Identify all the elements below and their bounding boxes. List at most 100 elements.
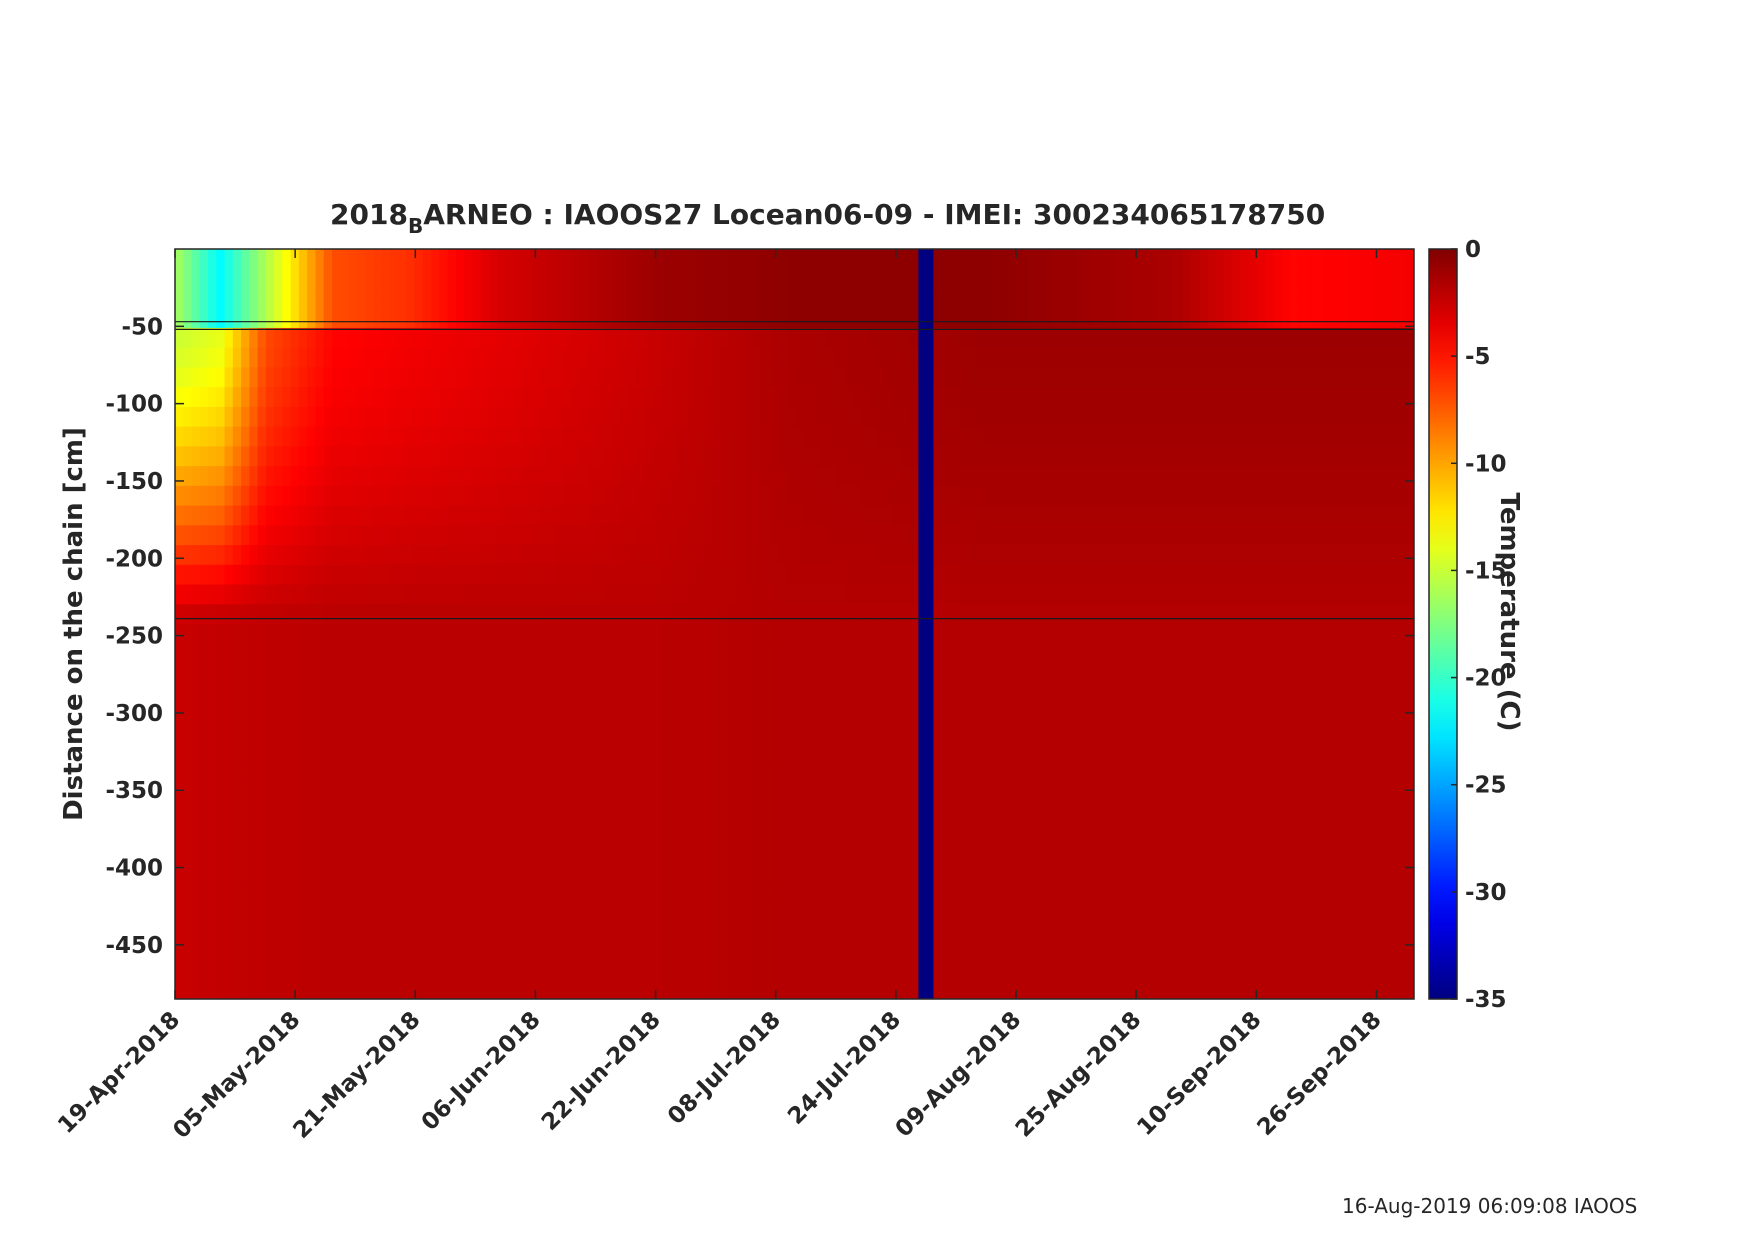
heatmap-cell [703,801,713,822]
heatmap-cell [1199,959,1209,980]
heatmap-cell [588,525,597,546]
heatmap-cell [1025,801,1035,822]
heatmap-cell [1174,801,1184,822]
heatmap-cell [571,762,581,783]
heatmap-cell [1141,742,1151,763]
heatmap-cell [860,545,870,566]
heatmap-cell [819,525,829,546]
heatmap-cell [1124,604,1134,625]
heatmap-cell [183,742,193,763]
heatmap-cell [480,841,490,862]
heatmap-cell [340,920,350,941]
heatmap-cell [216,979,226,999]
heatmap-cell [736,505,746,526]
heatmap-cell [1141,308,1151,329]
heatmap-cell [1009,308,1019,329]
heatmap-cell [1199,406,1209,428]
heatmap-cell [992,920,1002,941]
heatmap-cell [976,920,986,941]
heatmap-cell [439,584,449,605]
heatmap-cell [670,406,680,428]
heatmap-cell [629,920,639,941]
heatmap-cell [1224,367,1233,388]
heatmap-cell [208,288,217,309]
heatmap-cell [183,781,193,803]
heatmap-cell [554,702,564,724]
heatmap-cell [1207,939,1217,961]
heatmap-cell [249,939,259,961]
heatmap-cell [1215,821,1225,842]
heatmap-cell [645,564,655,586]
heatmap-cell [1199,781,1209,803]
heatmap-cell [1100,249,1109,270]
heatmap-cell [282,920,292,941]
heatmap-cell [183,367,193,388]
heatmap-cell [579,564,589,586]
heatmap-cell [753,880,763,901]
heatmap-cell [1083,545,1093,566]
heatmap-cell [1067,446,1076,467]
heatmap-cell [786,505,796,526]
heatmap-cell [298,643,308,665]
heatmap-cell [398,446,407,467]
heatmap-cell [1083,564,1093,586]
heatmap-cell [1232,801,1242,822]
heatmap-cell [588,327,597,349]
heatmap-cell [1050,288,1060,309]
heatmap-cell [1001,742,1010,763]
heatmap-cell [811,367,820,388]
heatmap-cell [1199,979,1209,999]
heatmap-cell [645,702,655,724]
heatmap-cell [794,564,804,586]
heatmap-cell [1091,327,1101,349]
heatmap-cell [1034,249,1043,270]
heatmap-cell [224,702,234,724]
heatmap-cell [480,584,490,605]
heatmap-cell [208,979,217,999]
heatmap-cell [414,249,424,270]
heatmap-cell [1182,505,1192,526]
heatmap-cell [282,663,292,684]
heatmap-cell [744,466,754,487]
heatmap-cell [1075,979,1085,999]
heatmap-cell [885,722,895,744]
heatmap-cell [852,979,862,999]
heatmap-cell [290,821,300,842]
heatmap-cell [728,347,738,369]
heatmap-cell [802,781,812,803]
heatmap-cell [959,979,969,999]
heatmap-cell [744,426,754,447]
heatmap-cell [422,781,432,803]
heatmap-cell [323,466,333,487]
heatmap-cell [662,387,672,408]
heatmap-cell [398,880,407,901]
heatmap-cell [670,367,680,388]
heatmap-cell [1075,367,1085,388]
heatmap-cell [356,466,366,487]
heatmap-cell [588,505,597,526]
heatmap-cell [1182,880,1192,901]
heatmap-cell [984,900,994,921]
heatmap-cell [282,742,292,763]
heatmap-cell [554,347,564,369]
heatmap-cell [744,545,754,566]
heatmap-cell [934,979,944,999]
heatmap-cell [703,466,713,487]
heatmap-cell [356,347,366,369]
heatmap-cell [1124,387,1134,408]
heatmap-cell [348,466,358,487]
heatmap-cell [934,900,944,921]
heatmap-cell [398,327,407,349]
heatmap-cell [802,702,812,724]
heatmap-cell [216,781,226,803]
heatmap-cell [637,663,647,684]
heatmap-cell [959,742,969,763]
heatmap-cell [224,308,234,329]
heatmap-cell [1001,347,1010,369]
heatmap-cell [422,821,432,842]
heatmap-cell [538,702,548,724]
heatmap-cell [455,880,465,901]
heatmap-cell [356,288,366,309]
heatmap-cell [455,762,465,783]
heatmap-cell [406,880,416,901]
